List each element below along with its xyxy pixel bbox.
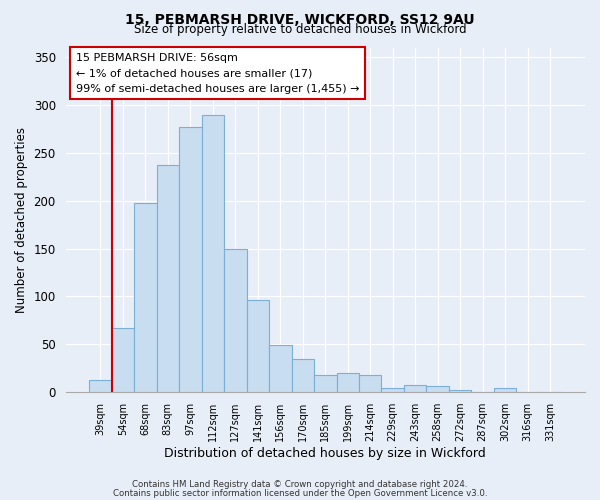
Y-axis label: Number of detached properties: Number of detached properties bbox=[15, 127, 28, 313]
Bar bbox=[314, 375, 337, 392]
Text: Size of property relative to detached houses in Wickford: Size of property relative to detached ho… bbox=[134, 24, 466, 36]
Bar bbox=[224, 248, 247, 392]
X-axis label: Distribution of detached houses by size in Wickford: Distribution of detached houses by size … bbox=[164, 447, 486, 460]
Bar bbox=[494, 388, 517, 392]
Text: Contains HM Land Registry data © Crown copyright and database right 2024.: Contains HM Land Registry data © Crown c… bbox=[132, 480, 468, 489]
Bar bbox=[359, 375, 382, 392]
Bar bbox=[112, 328, 134, 392]
Bar bbox=[292, 358, 314, 392]
Bar bbox=[337, 373, 359, 392]
Bar bbox=[134, 202, 157, 392]
Bar bbox=[247, 300, 269, 392]
Bar bbox=[382, 388, 404, 392]
Bar bbox=[449, 390, 472, 392]
Bar bbox=[89, 380, 112, 392]
Bar bbox=[157, 166, 179, 392]
Bar bbox=[269, 346, 292, 392]
Text: 15 PEBMARSH DRIVE: 56sqm
← 1% of detached houses are smaller (17)
99% of semi-de: 15 PEBMARSH DRIVE: 56sqm ← 1% of detache… bbox=[76, 52, 359, 94]
Bar bbox=[427, 386, 449, 392]
Text: 15, PEBMARSH DRIVE, WICKFORD, SS12 9AU: 15, PEBMARSH DRIVE, WICKFORD, SS12 9AU bbox=[125, 12, 475, 26]
Bar bbox=[202, 116, 224, 392]
Text: Contains public sector information licensed under the Open Government Licence v3: Contains public sector information licen… bbox=[113, 488, 487, 498]
Bar bbox=[404, 384, 427, 392]
Bar bbox=[179, 127, 202, 392]
